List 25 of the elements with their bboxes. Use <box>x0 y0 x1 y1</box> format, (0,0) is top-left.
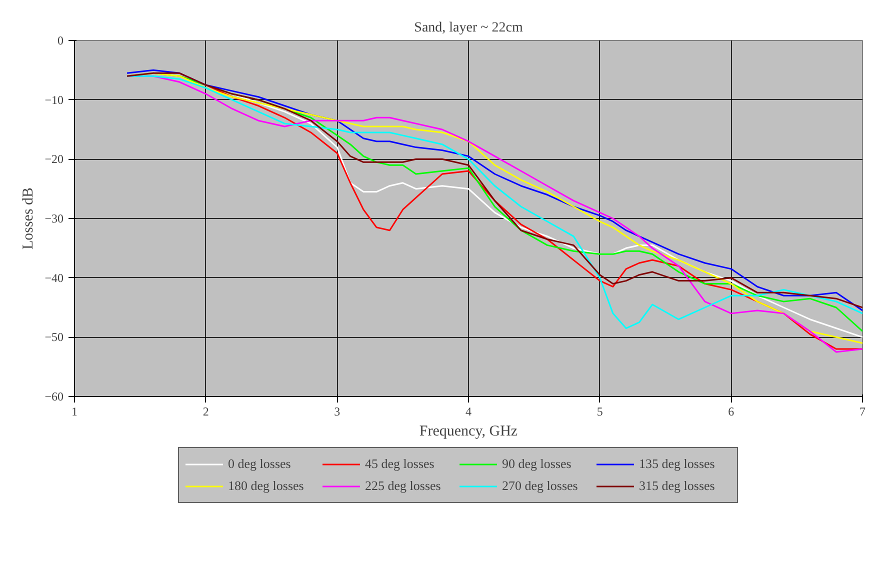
legend-label: 90 deg losses <box>502 456 572 472</box>
x-tick-label: 7 <box>860 404 866 418</box>
x-tick-label: 6 <box>728 404 734 418</box>
x-tick-label: 4 <box>466 404 472 418</box>
y-axis-title: Losses dB <box>20 187 37 250</box>
y-tick-label: 0 <box>58 34 64 48</box>
chart-title: Sand, layer ~ 22cm <box>414 20 523 36</box>
x-tick-label: 1 <box>72 404 78 418</box>
x-axis-title: Frequency, GHz <box>419 424 518 440</box>
legend-label: 45 deg losses <box>365 456 436 472</box>
legend-label: 135 deg losses <box>639 456 716 472</box>
y-tick-label: −60 <box>44 390 64 404</box>
legend-label: 270 deg losses <box>502 478 579 494</box>
legend-label: 225 deg losses <box>365 478 442 494</box>
legend-label: 0 deg losses <box>228 456 292 472</box>
x-tick-label: 2 <box>202 404 209 418</box>
y-tick-label: −10 <box>44 92 64 107</box>
x-tick-label: 3 <box>334 404 340 418</box>
legend-label: 180 deg losses <box>228 478 305 494</box>
y-tick-label: −30 <box>44 212 64 226</box>
y-tick-label: −40 <box>44 270 64 285</box>
y-tick-label: −20 <box>44 152 64 166</box>
y-tick-label: −50 <box>44 330 64 344</box>
legend-label: 315 deg losses <box>639 478 716 494</box>
x-tick-label: 5 <box>596 404 603 418</box>
